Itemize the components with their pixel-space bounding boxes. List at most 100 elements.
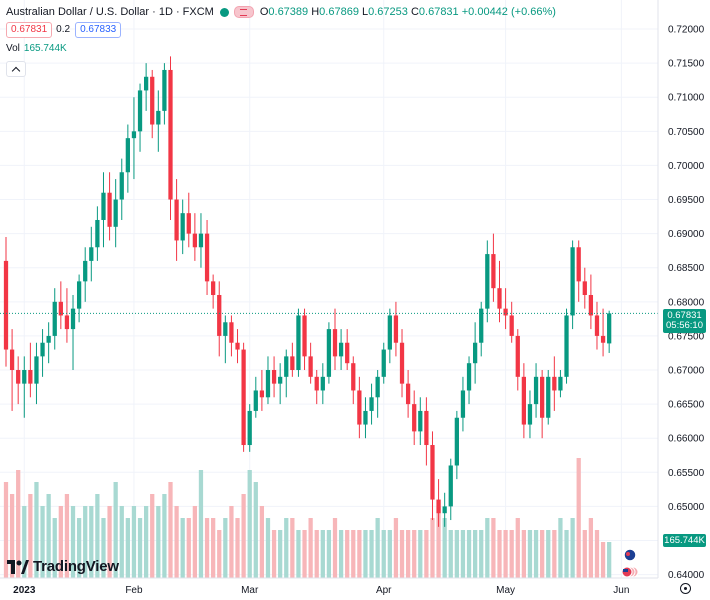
volume-bar: [217, 530, 222, 578]
price-tick-label: 0.70000: [668, 161, 705, 172]
volume-bar: [405, 530, 411, 578]
volume-bar: [533, 530, 539, 578]
volume-bar: [180, 518, 185, 578]
volume-bar: [436, 506, 441, 578]
candle-body: [375, 376, 380, 398]
candle-body: [345, 342, 350, 364]
symbol-title[interactable]: Australian Dollar / U.S. Dollar · 1D · F…: [6, 6, 214, 18]
candle-body: [351, 363, 356, 391]
candle-body: [89, 247, 94, 261]
candle-body: [137, 90, 143, 132]
candle-body: [540, 376, 545, 418]
candle-body: [28, 370, 33, 384]
candle-body: [259, 390, 265, 398]
candle-body: [338, 342, 344, 357]
candle-body: [600, 335, 606, 343]
volume-bar: [296, 530, 301, 578]
volume-bar: [9, 494, 15, 578]
volume-bar: [412, 530, 417, 578]
volume-bar: [503, 530, 508, 578]
price-tick-label: 0.65000: [668, 502, 705, 513]
price-axis[interactable]: 0.72000 0.71500 0.71000 0.70500 0.70000 0.695…: [668, 25, 705, 582]
volume-bar: [527, 530, 533, 578]
candle-body: [570, 247, 575, 316]
candle-body: [308, 356, 313, 377]
ohlc-values: O0.67389 H0.67869 L0.67253 C0.67831 +0.0…: [259, 6, 556, 18]
candle-body: [412, 404, 417, 432]
volume-bar: [479, 530, 484, 578]
volume-bar: [278, 530, 283, 578]
candle-body: [466, 363, 472, 391]
volume-bar: [582, 530, 587, 578]
candle-body: [46, 335, 51, 343]
volume-bar: [259, 506, 265, 578]
candle-body: [204, 233, 210, 282]
volume-bar: [3, 482, 9, 578]
volume-bar: [241, 494, 246, 578]
current-volume-tag: 165.744K: [663, 534, 706, 547]
candle-body: [186, 213, 191, 234]
volume-bar: [594, 530, 600, 578]
candle-body: [22, 370, 27, 384]
candle-body: [357, 390, 362, 425]
candle-body: [9, 349, 15, 371]
candle-body: [211, 281, 216, 295]
candle-body: [150, 76, 155, 125]
price-tick-label: 0.72000: [668, 25, 705, 36]
volume-bars: [3, 458, 612, 578]
candle-body: [34, 356, 39, 384]
volume-bar: [521, 530, 527, 578]
volume-bar: [52, 518, 57, 578]
volume-bar: [271, 530, 277, 578]
volume-bar: [607, 542, 612, 578]
volume-bar: [64, 494, 70, 578]
volume-bar: [546, 530, 551, 578]
tradingview-logo[interactable]: TradingView: [7, 558, 119, 575]
volume-bar: [211, 518, 216, 578]
tradingview-logo-icon: [7, 559, 29, 574]
volume-bar: [497, 530, 502, 578]
time-axis[interactable]: 2023FebMarAprMayJunJulAug: [13, 585, 710, 596]
candle-body: [3, 260, 9, 350]
volume-bar: [150, 494, 155, 578]
collapse-legend-button[interactable]: [6, 61, 26, 77]
price-tick-label: 0.64000: [668, 570, 705, 581]
sell-button[interactable]: 0.67831: [6, 22, 53, 38]
candle-body: [424, 410, 429, 446]
volume-bar: [137, 518, 143, 578]
volume-bar: [107, 506, 112, 578]
chart-legend: Australian Dollar / U.S. Dollar · 1D · F…: [6, 4, 556, 77]
candle-body: [180, 213, 185, 241]
volume-bar: [34, 482, 39, 578]
candle-body: [320, 376, 325, 391]
volume-bar: [351, 530, 356, 578]
quote-row: 0.67831 0.2 0.67833: [6, 22, 556, 38]
spread-value: 0.2: [56, 24, 71, 35]
candle-body: [52, 301, 57, 336]
volume-bar: [485, 518, 490, 578]
candle-body: [448, 465, 453, 507]
candle-body: [594, 315, 600, 336]
candle-body: [332, 329, 338, 357]
candle-body: [125, 138, 130, 173]
volume-bar: [46, 494, 51, 578]
volume-bar: [204, 518, 210, 578]
volume-bar: [308, 518, 313, 578]
candle-body: [162, 69, 167, 111]
candle-body: [70, 308, 76, 330]
bar-countdown: 05:56:10: [666, 320, 703, 331]
volume-bar: [460, 530, 466, 578]
candle-body: [198, 233, 204, 248]
candle-body: [107, 192, 112, 227]
volume-bar: [430, 518, 435, 578]
candle-body: [546, 376, 551, 418]
buy-button[interactable]: 0.67833: [75, 22, 122, 38]
price-candles: [3, 56, 612, 527]
candle-body: [387, 315, 392, 350]
eye-toggle-icon[interactable]: [233, 6, 254, 18]
settings-gear-icon[interactable]: [680, 583, 691, 594]
candle-body: [369, 397, 374, 411]
time-tick-label: Apr: [376, 585, 392, 596]
candle-body: [302, 315, 307, 357]
